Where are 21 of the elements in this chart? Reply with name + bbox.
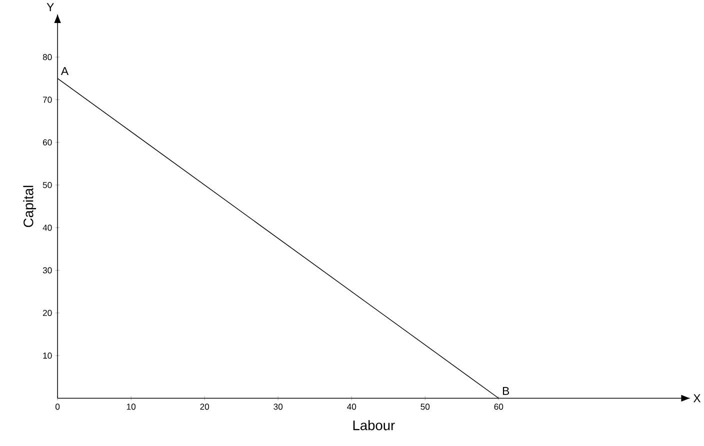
y-tick-label: 20 <box>43 310 52 316</box>
x-tick-label: 20 <box>200 404 210 410</box>
y-tick-label: 60 <box>43 139 52 146</box>
x-tick-label: 10 <box>126 404 136 410</box>
x-tick-label: 50 <box>420 404 430 410</box>
text: X <box>693 394 701 402</box>
y-tick-label: 40 <box>42 224 52 231</box>
y-tick-label: 50 <box>42 182 52 188</box>
y-tick-label: 30 <box>42 267 52 274</box>
y-tick-label: 80 <box>42 54 52 60</box>
x-axis-title: Labour <box>353 420 395 430</box>
annotation: B <box>502 386 510 395</box>
text: Y <box>46 3 54 11</box>
x-tick-label: 30 <box>274 404 283 410</box>
y-tick-label: 70 <box>43 96 52 103</box>
x-tick-label: 60 <box>494 404 504 410</box>
annotation: A <box>60 67 69 75</box>
y-axis-title: Capital <box>23 186 36 227</box>
x-tick-label: 0 <box>55 404 60 410</box>
x-tick-label: 40 <box>347 404 356 410</box>
y-tick-label: 10 <box>43 352 52 359</box>
